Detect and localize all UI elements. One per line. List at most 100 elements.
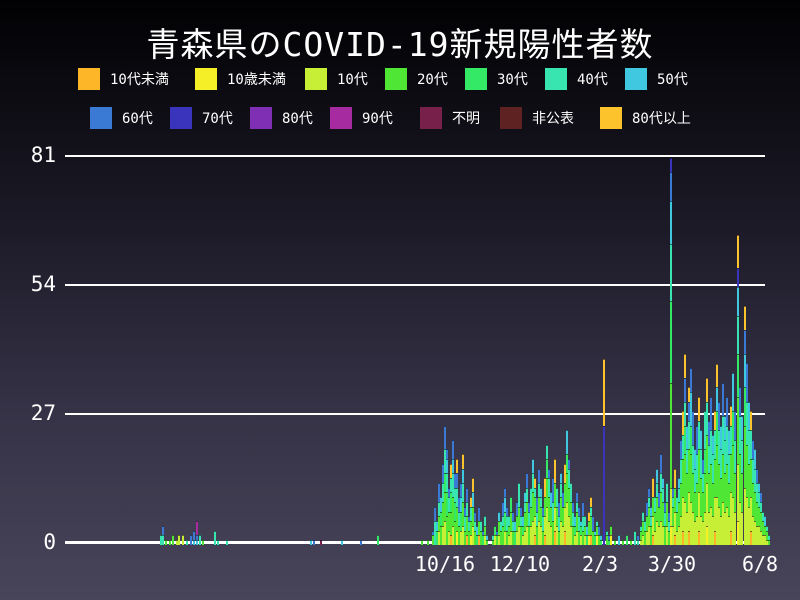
bar-segment-t60 — [536, 497, 538, 512]
bar-stack — [478, 506, 480, 545]
bar-segment-t50 — [686, 425, 688, 450]
bar-segment-t40 — [590, 506, 592, 517]
bar-segment-t40 — [536, 511, 538, 526]
bar-stack — [688, 387, 690, 545]
bar-segment-t60 — [542, 506, 544, 517]
bar-segment-t20 — [421, 540, 423, 545]
bar-segment-t20 — [582, 530, 584, 545]
bar-segment-t50 — [618, 535, 620, 545]
bar-segment-t20 — [470, 521, 472, 536]
bar-segment-t50 — [724, 416, 726, 440]
bar-segment-t40 — [676, 497, 678, 512]
bar-segment-t40 — [558, 516, 560, 531]
bar-segment-t20 — [588, 521, 590, 536]
bar-stack — [594, 530, 596, 545]
bar-segment-t50 — [700, 430, 702, 450]
bar-segment-t20 — [548, 497, 550, 522]
bar-segment-t40 — [556, 487, 558, 507]
bar-segment-t60 — [520, 506, 522, 517]
bar-segment-t60 — [726, 396, 728, 426]
bar-segment-t10 — [548, 521, 550, 545]
bar-segment-t60 — [722, 382, 724, 417]
bar-segment-t20 — [744, 425, 746, 488]
bar-segment-t30 — [444, 473, 446, 493]
bar-segment-t20 — [546, 478, 548, 507]
bar-stack — [540, 487, 542, 545]
bar-segment-t40 — [754, 468, 756, 493]
bar-segment-t30 — [546, 459, 548, 479]
bar-segment-t10 — [756, 525, 758, 545]
bar-segment-t20 — [498, 521, 500, 536]
legend-swatch-o80 — [600, 107, 622, 129]
bar-segment-y10 — [596, 535, 598, 545]
bar-segment-t40 — [160, 535, 162, 545]
bar-segment-t40 — [694, 468, 696, 493]
bar-segment-o80 — [706, 377, 708, 402]
bar-segment-t20 — [552, 521, 554, 545]
bar-segment-t20 — [622, 540, 624, 545]
bar-stack — [528, 502, 530, 545]
legend-label-t30: 30代 — [497, 72, 528, 88]
bar-stack — [480, 521, 482, 545]
bar-segment-t60 — [708, 420, 710, 445]
bar-segment-t20 — [532, 492, 534, 522]
bar-segment-t20 — [506, 530, 508, 545]
bar-segment-t50 — [764, 516, 766, 526]
bar-segment-t10 — [760, 530, 762, 545]
bar-segment-t30 — [436, 530, 438, 545]
bar-stack — [506, 506, 508, 545]
bar-stack — [214, 530, 216, 545]
bar-segment-t20 — [438, 516, 440, 531]
bar-segment-o80 — [682, 411, 684, 436]
gridline-27 — [65, 413, 765, 415]
bar-segment-t60 — [718, 401, 720, 431]
bar-segment-t40 — [568, 468, 570, 488]
bar-segment-t10 — [566, 502, 568, 545]
bar-stack — [566, 430, 568, 545]
bar-segment-t40 — [648, 497, 650, 507]
bar-stack — [750, 411, 752, 545]
bar-segment-t10 — [676, 530, 678, 545]
bar-segment-t20 — [706, 435, 708, 483]
bar-segment-t60 — [454, 473, 456, 488]
bar-segment-t10 — [462, 525, 464, 545]
bar-segment-t10 — [710, 506, 712, 545]
bar-segment-t40 — [656, 482, 658, 498]
bar-stack — [502, 502, 504, 545]
bar-segment-t40 — [640, 525, 642, 531]
bar-segment-t40 — [766, 525, 768, 531]
x-tick-label-12-10: 12/10 — [489, 552, 551, 576]
bar-segment-t40 — [678, 487, 680, 503]
bar-segment-t60 — [692, 411, 694, 445]
bar-segment-t20 — [656, 497, 658, 522]
bar-segment-t10 — [178, 535, 180, 545]
bar-stack — [600, 535, 602, 545]
bar-segment-o80 — [750, 411, 752, 431]
legend-label-t80: 80代 — [282, 111, 313, 127]
bar-segment-t40 — [660, 473, 662, 493]
bar-segment-t10 — [704, 511, 706, 545]
bar-segment-t30 — [716, 411, 718, 445]
bar-segment-u10 — [544, 535, 546, 545]
bar-segment-t60 — [162, 525, 164, 536]
bar-segment-t20 — [684, 454, 686, 502]
bar-segment-t50 — [737, 287, 739, 316]
bar-segment-o80 — [737, 234, 739, 268]
bar-stack — [436, 521, 438, 545]
bar-segment-t90 — [196, 521, 198, 536]
bar-segment-t10 — [508, 535, 510, 545]
legend-swatch-t50 — [625, 68, 647, 90]
bar-segment-t60 — [464, 506, 466, 517]
bar-segment-t20 — [544, 497, 546, 517]
bar-segment-t40 — [560, 482, 562, 498]
bar-segment-t50 — [594, 530, 596, 536]
bar-stack — [588, 511, 590, 545]
bar-segment-t60 — [578, 506, 580, 517]
bar-segment-t50 — [440, 497, 442, 512]
y-tick-label-54: 54 — [30, 272, 56, 296]
bar-segment-t20 — [750, 459, 752, 498]
bar-stack — [176, 540, 178, 545]
bar-segment-t10 — [728, 516, 730, 545]
bar-segment-t20 — [606, 535, 608, 545]
bar-segment-t60 — [576, 492, 578, 503]
